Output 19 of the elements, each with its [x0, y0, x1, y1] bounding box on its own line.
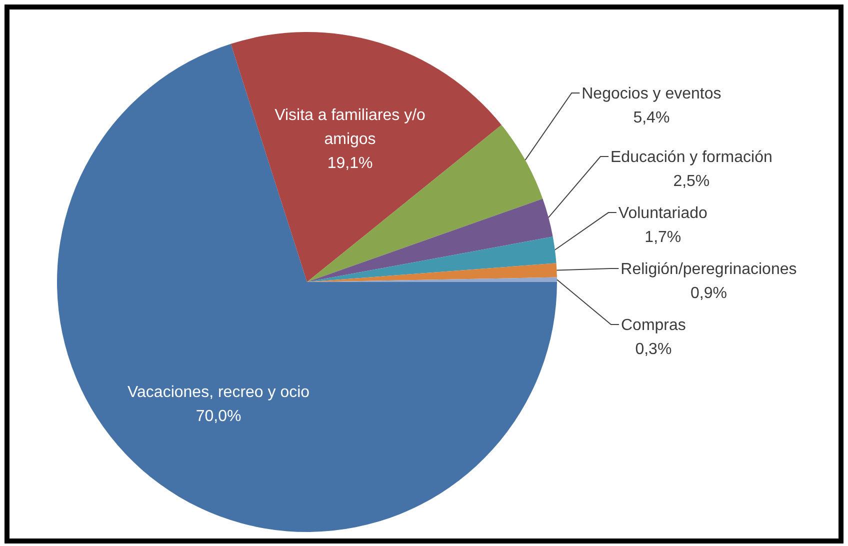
slice-label: Vacaciones, recreo y ocio [128, 384, 310, 401]
pie-slice [307, 124, 543, 282]
pie-slice [307, 236, 556, 282]
pie-slice [57, 44, 557, 532]
pie-slice [307, 198, 553, 282]
slice-label: Religión/peregrinaciones [620, 261, 797, 278]
slice-label: Compras [620, 317, 686, 334]
data-label: 0,9% [690, 285, 727, 302]
pie-slice [230, 32, 502, 282]
data-label: 1,7% [644, 229, 682, 246]
data-label: 2,5% [673, 173, 710, 190]
slice-label: Negocios y eventos [582, 86, 722, 103]
data-label: 70,0% [196, 408, 242, 425]
slice-label: Voluntariado [618, 205, 708, 222]
slice-label: Visita a familiares y/o amigos [274, 106, 426, 148]
data-label: 0,3% [635, 341, 672, 358]
slice-label: Educación y formación [610, 149, 772, 166]
data-label: 19,1% [327, 154, 373, 172]
data-label: 5,4% [633, 110, 670, 127]
